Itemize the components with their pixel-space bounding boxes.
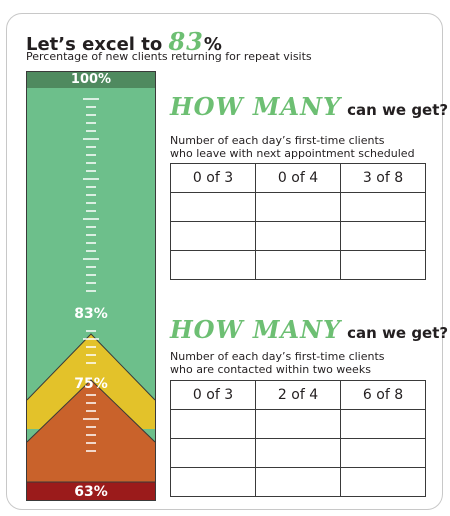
table-cell[interactable] — [340, 467, 426, 497]
table-cell: 3 of 8 — [340, 163, 426, 193]
table-cell[interactable] — [255, 409, 341, 439]
gauge-label-63: 63% — [74, 484, 108, 500]
section-1-table: 0 of 3 0 of 4 3 of 8 — [170, 163, 426, 280]
table-cell[interactable] — [255, 467, 341, 497]
section-2-desc-line-1: Number of each day’s first-time clients — [170, 350, 385, 363]
gauge-label-75: 75% — [74, 376, 108, 392]
gauge-ticks — [83, 98, 99, 452]
table-cell[interactable] — [170, 250, 256, 280]
table-cell[interactable] — [255, 221, 341, 251]
table-cell[interactable] — [340, 221, 426, 251]
section-1-desc-line-2: who leave with next appointment schedule… — [170, 147, 415, 160]
page-title: Let’s excel to 83% — [26, 27, 222, 56]
title-prefix: Let’s excel to — [26, 34, 169, 55]
table-cell[interactable] — [170, 467, 256, 497]
table-cell: 0 of 3 — [170, 380, 256, 410]
section-2-how-many: HOW MANY — [170, 315, 342, 344]
title-number: 83 — [168, 27, 204, 56]
table-cell[interactable] — [255, 250, 341, 280]
gauge-graphic — [27, 72, 155, 500]
gauge-label-83: 83% — [74, 306, 108, 322]
section-1-description: Number of each day’s first-time clients … — [170, 134, 432, 160]
table-cell: 2 of 4 — [255, 380, 341, 410]
page-subtitle: Percentage of new clients returning for … — [26, 50, 312, 63]
table-cell[interactable] — [170, 409, 256, 439]
table-cell: 0 of 4 — [255, 163, 341, 193]
table-row — [170, 221, 426, 251]
table-cell[interactable] — [170, 221, 256, 251]
section-2-can-we-get: can we get? — [347, 324, 449, 342]
section-2-table: 0 of 3 2 of 4 6 of 8 — [170, 380, 426, 497]
table-cell[interactable] — [170, 438, 256, 468]
retention-gauge: 100% 83% 75% 63% — [26, 71, 156, 501]
table-row: 0 of 3 0 of 4 3 of 8 — [170, 163, 426, 193]
section-2-desc-line-2: who are contacted within two weeks — [170, 363, 371, 376]
table-row — [170, 438, 426, 468]
title-suffix: % — [203, 34, 222, 55]
table-cell: 6 of 8 — [340, 380, 426, 410]
gauge-orange-edge — [27, 379, 155, 443]
table-cell[interactable] — [340, 438, 426, 468]
gauge-orange-zone — [27, 380, 155, 482]
gauge-yellow-edge — [27, 333, 155, 401]
section-1-can-we-get: can we get? — [347, 101, 449, 119]
table-cell[interactable] — [340, 250, 426, 280]
table-cell[interactable] — [255, 438, 341, 468]
section-1-heading: HOW MANY can we get? — [170, 92, 448, 121]
section-1-desc-line-1: Number of each day’s first-time clients — [170, 134, 385, 147]
table-cell[interactable] — [170, 192, 256, 222]
table-row — [170, 250, 426, 280]
table-cell[interactable] — [340, 192, 426, 222]
table-cell[interactable] — [255, 192, 341, 222]
section-1-how-many: HOW MANY — [170, 92, 342, 121]
gauge-label-100: 100% — [70, 72, 112, 87]
table-row — [170, 192, 426, 222]
table-cell: 0 of 3 — [170, 163, 256, 193]
gauge-bottom-bar — [27, 482, 155, 500]
table-cell[interactable] — [340, 409, 426, 439]
section-2-description: Number of each day’s first-time clients … — [170, 350, 432, 376]
table-row — [170, 467, 426, 497]
table-row: 0 of 3 2 of 4 6 of 8 — [170, 380, 426, 410]
table-row — [170, 409, 426, 439]
gauge-top-bar — [27, 72, 155, 88]
section-2-heading: HOW MANY can we get? — [170, 315, 448, 344]
